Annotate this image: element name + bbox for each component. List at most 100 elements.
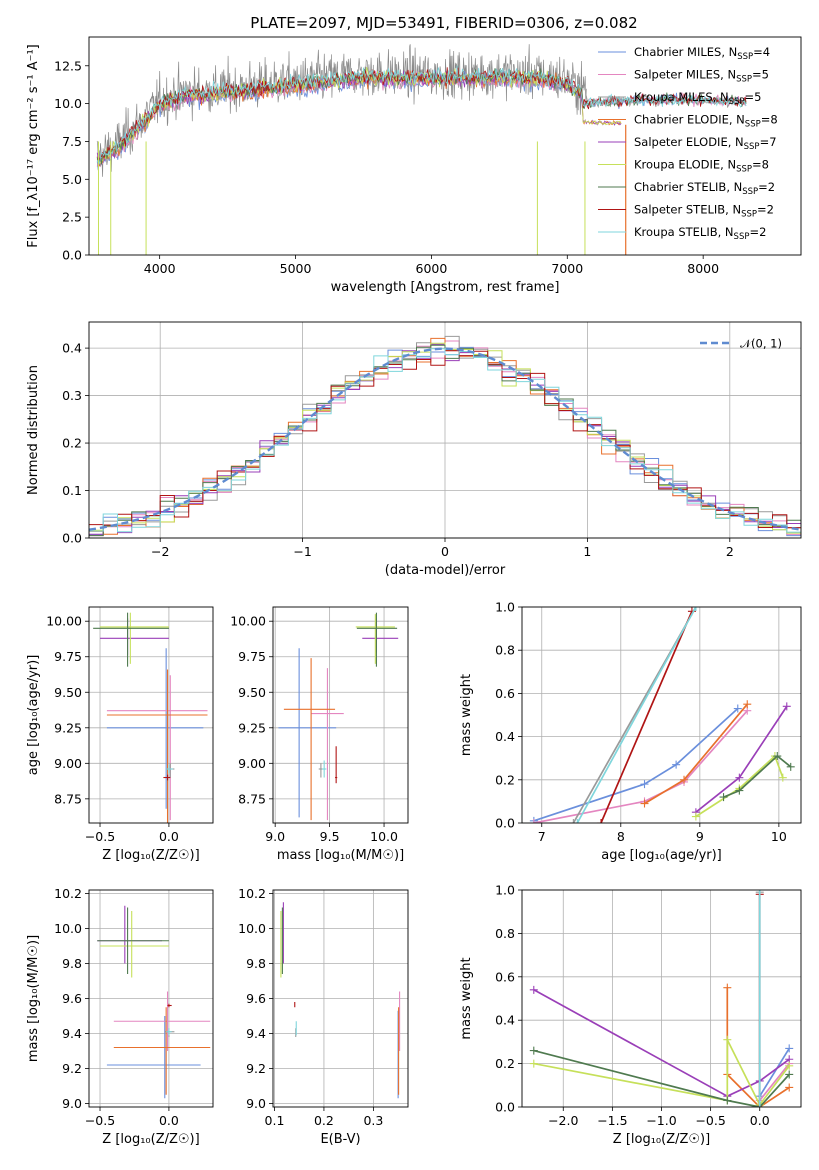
legend-label-count: =2: [758, 180, 775, 194]
residuals-xtick-label: 2: [726, 544, 734, 559]
mass_vs_Z-frame: [88, 889, 214, 1108]
mass_weight_vs_Z-marker-chabrier_stelib: [723, 1096, 732, 1105]
mass_weight_vs_Z-marker-chabrier_stelib: [785, 1070, 794, 1079]
age_vs_Z-plot-area: [93, 612, 208, 823]
residuals-ytick-label: 0.3: [62, 388, 82, 403]
mass_weight_vs_age-xtick-label: 8: [617, 829, 625, 844]
mass_weight_vs_age-marker-chabrier_elodie: [743, 700, 752, 709]
mass_weight_vs_Z-ytick-label: 0.2: [495, 1056, 515, 1071]
legend-label-kroupa_elodie: Kroupa ELODIE, NSSP=8: [634, 158, 769, 175]
mass_weight_vs_age-marker-salpeter_elodie: [735, 773, 744, 782]
observed-spectrum-line: [96, 44, 587, 177]
residuals-xtick-label: 1: [583, 544, 591, 559]
normal-curve-line: [89, 347, 801, 531]
mass_vs_Z-ytick-label: 10.0: [54, 921, 82, 936]
mass_weight_vs_Z-ytick-label: 0.0: [495, 1100, 515, 1115]
residuals-ytick-label: 0.4: [62, 341, 82, 356]
mass_weight_vs_age-line-kroupa_elodie: [695, 754, 784, 818]
mass_weight_vs_age-marker-chabrier_stelib: [773, 752, 782, 761]
mass_weight_vs_age-marker-chabrier_elodie: [680, 775, 689, 784]
age_vs_Z-xtick-label: −0.5: [85, 829, 115, 844]
mass_weight_vs_Z-marker-kroupa_elodie: [723, 1035, 732, 1044]
legend-label-count: =8: [761, 113, 778, 127]
mass_vs_Z-ytick-label: 9.8: [62, 956, 82, 971]
mass_weight_vs_age-plot-area: [529, 607, 795, 823]
spectrum-xtick-label: 5000: [280, 261, 312, 276]
mass_weight_vs_Z-line-chabrier_elodie: [726, 987, 790, 1107]
age_vs_mass-panel: 9.0 9.5 10.0 8.75 9.00 9.25 9.50 9.75 10.00 mass …: [230, 606, 409, 863]
mass_vs_ebv-xtick-label: 0.2: [314, 1113, 334, 1128]
residual-hist-salpeter_stelib: [89, 350, 801, 534]
mass_weight_vs_Z-xlabel: Z [log₁₀(Z/Z☉)]: [613, 1132, 710, 1147]
legend-label-sub: SSP: [737, 52, 753, 62]
legend-label-sub: SSP: [745, 120, 761, 130]
mass_vs_ebv-ytick-label: 9.0: [246, 1096, 266, 1111]
residuals-ytick-label: 0.2: [62, 436, 82, 451]
legend-label-chabrier_miles: Chabrier MILES, NSSP=4: [634, 45, 770, 62]
panels-group: 4000 5000 6000 7000 80000.02.55.07.510.012.5…: [26, 36, 802, 1147]
spectrum-ytick-label: 5.0: [62, 172, 82, 187]
legend-label-salpeter_elodie: Salpeter ELODIE, NSSP=7: [634, 135, 777, 152]
mass_vs_Z-ytick-label: 9.4: [62, 1026, 82, 1041]
mass_weight_vs_Z-frame: [521, 889, 802, 1108]
residuals-xtick-label: −2: [151, 544, 169, 559]
mass_weight_vs_age-line-salpeter_stelib: [600, 610, 693, 823]
residuals-panel: −2 −1 0 1 2 0.0 0.1 0.2 0.3 0.4 (data-model)/error…: [26, 321, 802, 578]
mass_vs_Z-ylabel: mass [log₁₀(M/M☉)]: [26, 935, 41, 1062]
mass_weight_vs_age-ytick-label: 1.0: [495, 600, 515, 615]
figure-title: PLATE=2097, MJD=53491, FIBERID=0306, z=0…: [250, 14, 637, 32]
legend-label-count: =8: [752, 158, 769, 172]
mass_weight_vs_age-line-kroupa_stelib: [576, 607, 697, 823]
mass_weight_vs_age-marker-chabrier_stelib: [719, 793, 728, 802]
mass_vs_ebv-ytick-label: 10.2: [238, 886, 266, 901]
mass_weight_vs_age-marker-chabrier_elodie: [640, 799, 649, 808]
age_vs_Z-panel: −0.5 0.0 8.75 9.00 9.25 9.50 9.75 10.00 Z [log₁₀…: [26, 606, 214, 863]
mass_vs_ebv-xlabel: E(B-V): [320, 1132, 360, 1147]
mass_weight_vs_Z-marker-chabrier_elodie: [785, 1083, 794, 1092]
legend-label-count: =2: [749, 225, 766, 239]
age_vs_mass-ytick-label: 9.75: [238, 649, 266, 664]
mass_weight_vs_Z-ytick-label: 0.8: [495, 926, 515, 941]
mass_vs_Z-ytick-label: 9.0: [62, 1096, 82, 1111]
mass_vs_ebv-ytick-label: 9.8: [246, 956, 266, 971]
age_vs_mass-ytick-label: 8.75: [238, 791, 266, 806]
mass_weight_vs_age-ylabel: mass weight: [459, 674, 474, 756]
residuals-frame: [88, 321, 802, 539]
mass_weight_vs_age-ytick-label: 0.8: [495, 643, 515, 658]
age_vs_mass-ytick-label: 9.00: [238, 756, 266, 771]
mass_vs_Z-xlabel: Z [log₁₀(Z/Z☉)]: [102, 1132, 199, 1147]
age_vs_Z-xtick-label: 0.0: [159, 829, 179, 844]
mass_weight_vs_age-marker-salpeter_miles: [529, 819, 538, 823]
legend-label-sub: SSP: [736, 75, 752, 85]
mass_vs_Z-ytick-label: 9.6: [62, 991, 82, 1006]
residuals-xlabel: (data-model)/error: [385, 563, 506, 578]
mass_weight_vs_age-ytick-label: 0.6: [495, 686, 515, 701]
age_vs_Z-frame: [88, 606, 214, 824]
mass_weight_vs_Z-ylabel: mass weight: [459, 957, 474, 1039]
mass_weight_vs_age-marker-chabrier_miles: [733, 704, 742, 713]
legend-label-count: =5: [752, 68, 769, 82]
normal-legend-label: 𝒩(0, 1): [740, 337, 782, 351]
mass_weight_vs_age-line-salpeter_miles: [533, 710, 748, 823]
mass_vs_ebv-ytick-label: 9.6: [246, 991, 266, 1006]
mass_weight_vs_age-ytick-label: 0.0: [495, 816, 515, 831]
mass_weight_vs_Z-marker-kroupa_elodie: [785, 1061, 794, 1070]
mass_vs_Z-xtick-label: 0.0: [159, 1113, 179, 1128]
legend-label-salpeter_stelib: Salpeter STELIB, NSSP=2: [634, 203, 774, 220]
age_vs_mass-ytick-label: 9.50: [238, 685, 266, 700]
age_vs_mass-ytick-label: 10.00: [230, 614, 266, 629]
legend-label-kroupa_stelib: Kroupa STELIB, NSSP=2: [634, 225, 766, 242]
mass_weight_vs_age-marker-chabrier_miles: [640, 780, 649, 789]
mass_weight_vs_Z-marker-chabrier_miles: [785, 1044, 794, 1053]
mass_weight_vs_Z-ytick-label: 0.4: [495, 1013, 515, 1028]
age_vs_Z-ytick-label: 8.75: [54, 791, 82, 806]
mass_weight_vs_age-line-chabrier_stelib: [723, 754, 792, 798]
mass_vs_ebv-frame: [272, 889, 409, 1108]
age_vs_mass-xtick-label: 9.5: [320, 829, 340, 844]
residuals-xtick-label: −1: [293, 544, 311, 559]
age_vs_mass-ytick-label: 9.25: [238, 720, 266, 735]
mass_weight_vs_Z-xtick-label: −1.0: [646, 1113, 676, 1128]
legend-label-sub: SSP: [729, 97, 745, 107]
spectrum-ytick-label: 2.5: [62, 210, 82, 225]
